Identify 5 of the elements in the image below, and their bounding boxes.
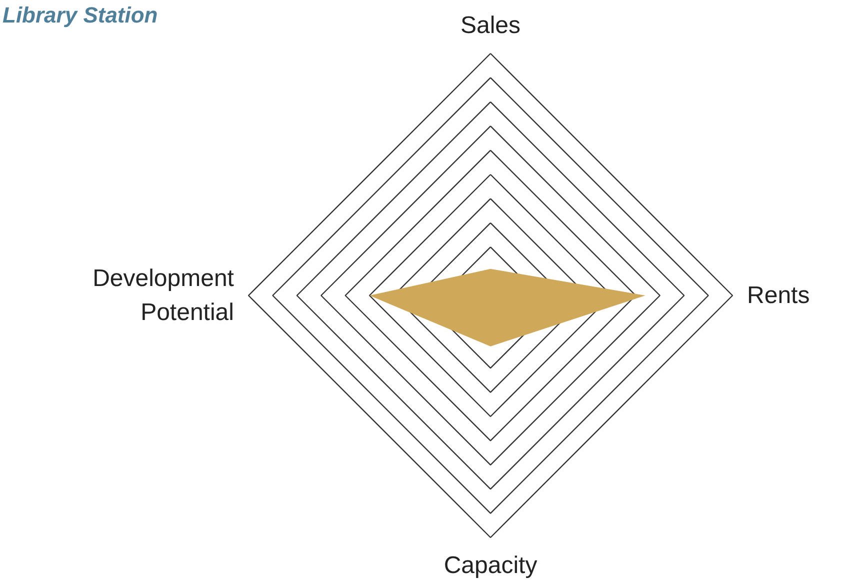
spoke-label: Rents (747, 282, 810, 309)
spoke-label: Development Potential (92, 265, 234, 326)
spoke-label: Capacity (444, 552, 538, 580)
chart-title: Library Station (2, 2, 158, 28)
spoke-label: Sales (460, 12, 521, 39)
